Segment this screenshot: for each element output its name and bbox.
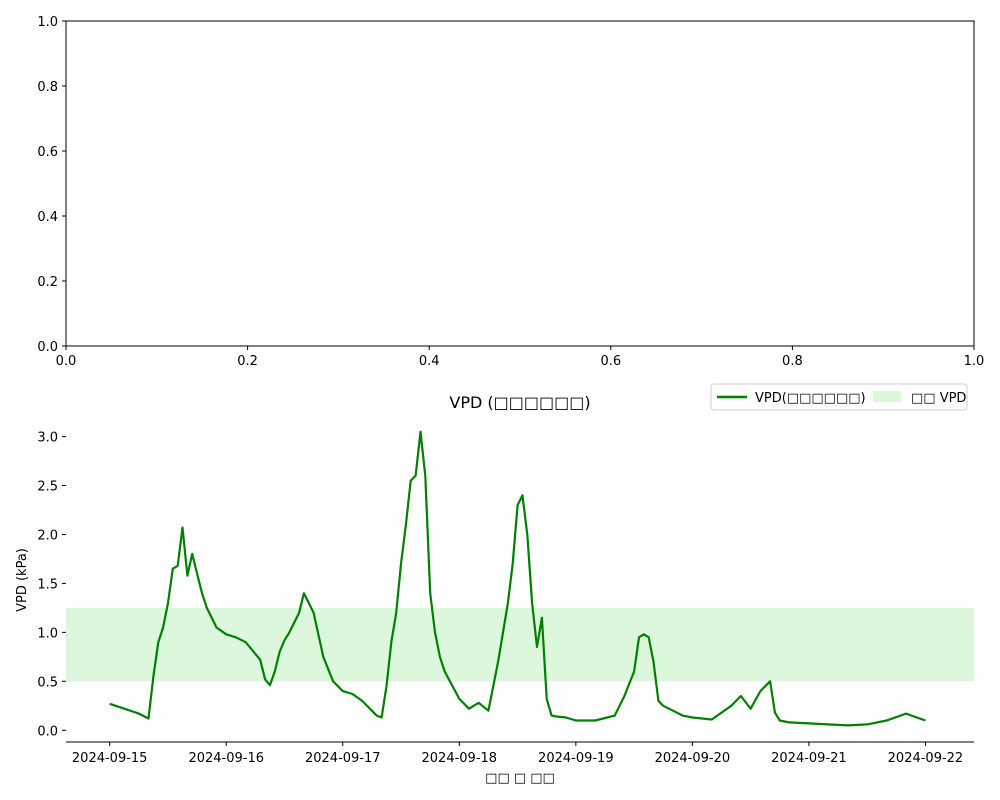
- x-tick-label: 2024-09-20: [655, 751, 731, 766]
- legend-entry-vpd: VPD(□□□□□□): [755, 391, 866, 406]
- legend: VPD(□□□□□□) □□ VPD: [710, 383, 968, 411]
- vpd-axes: VPD (□□□□□□) 2024-09-15 2024-09-16 2024-09…: [15, 383, 974, 786]
- legend-box: [710, 383, 968, 411]
- vpd-series-line: [109, 430, 926, 727]
- y-tick-label: 0.5: [37, 675, 58, 690]
- top-y-tick-label: 0.8: [37, 80, 58, 95]
- top-y-tick-label: 0.0: [37, 340, 58, 355]
- top-y-tick-label: 0.2: [37, 275, 58, 290]
- top-x-tick-label: 0.8: [782, 354, 803, 369]
- top-x-tick-label: 0.4: [419, 354, 440, 369]
- top-x-tick-label: 1.0: [964, 354, 985, 369]
- chart-title: VPD (□□□□□□): [449, 393, 590, 412]
- x-axis-label: □□ □ □□: [485, 771, 555, 786]
- y-tick-label: 3.0: [37, 431, 58, 446]
- top-x-tick-label: 0.6: [600, 354, 621, 369]
- top-axes-frame: [65, 20, 975, 347]
- x-tick-label: 2024-09-21: [771, 751, 847, 766]
- y-tick-label: 0.0: [37, 724, 58, 739]
- y-tick-label: 2.5: [37, 480, 58, 495]
- legend-band-swatch: [873, 391, 901, 402]
- top-x-tick-label: 0.2: [237, 354, 258, 369]
- x-tick-label: 2024-09-18: [422, 751, 498, 766]
- y-axis-label: VPD (kPa): [15, 548, 30, 612]
- x-tick-label: 2024-09-15: [72, 751, 148, 766]
- y-tick-label: 2.0: [37, 528, 58, 543]
- top-y-tick-label: 0.4: [37, 210, 58, 225]
- top-x-tick-label: 0.0: [56, 354, 77, 369]
- optimal-vpd-band: [66, 607, 974, 682]
- top-empty-axes: 0.0 0.2 0.4 0.6 0.8 1.0 0.0 0.2 0.4 0.6 0.8 1.0: [37, 15, 984, 369]
- top-y-tick-label: 0.6: [37, 145, 58, 160]
- legend-entry-band: □□ VPD: [911, 391, 966, 406]
- top-y-tick-label: 1.0: [37, 15, 58, 30]
- x-tick-label: 2024-09-19: [538, 751, 614, 766]
- y-tick-label: 1.0: [37, 626, 58, 641]
- x-tick-label: 2024-09-16: [188, 751, 264, 766]
- x-tick-label: 2024-09-17: [305, 751, 381, 766]
- y-tick-label: 1.5: [37, 577, 58, 592]
- x-tick-label: 2024-09-22: [888, 751, 964, 766]
